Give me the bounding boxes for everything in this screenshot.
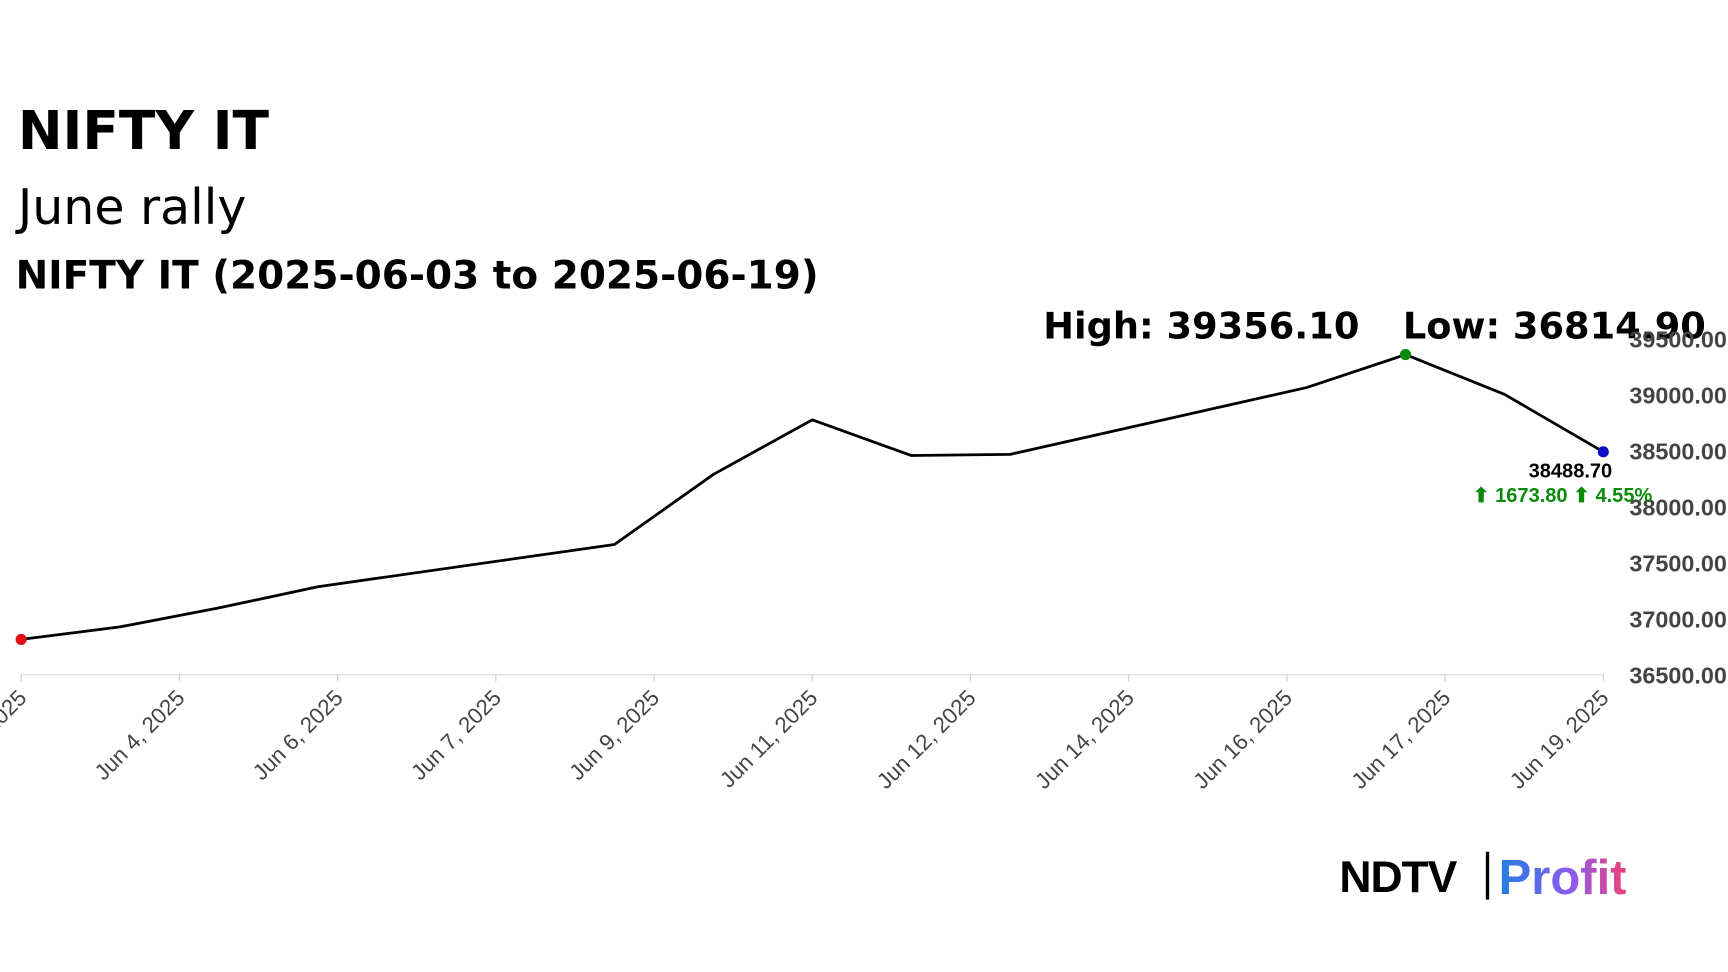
last-value-label: 38488.70 (1529, 461, 1613, 483)
y-tick-label: 36500.00 (1629, 663, 1727, 689)
y-tick-label: 37500.00 (1629, 551, 1727, 577)
high-annotation: High: 39356.10 (1043, 304, 1359, 347)
x-tick-label: Jun 7, 2025 (406, 685, 506, 785)
change-label: ⬆ 1673.80 ⬆ 4.55% (1473, 485, 1653, 507)
x-tick-label: Jun 16, 2025 (1188, 685, 1297, 794)
plot: 36500.00 37000.00 37500.00 38000.00 38500.00… (0, 326, 1727, 793)
y-tick-label: 39000.00 (1629, 382, 1727, 408)
line (20, 353, 1604, 641)
title: NIFTY IT (18, 99, 270, 162)
low-annotation: Low: 36814.90 (1403, 304, 1706, 347)
x-tick-label: Jun 3, 2025 (0, 685, 31, 785)
x-tick-label: Jun 4, 2025 (90, 685, 190, 785)
x-tick-label: Jun 9, 2025 (564, 685, 664, 785)
first-marker (15, 633, 27, 645)
x-tick-label: Jun 6, 2025 (248, 685, 348, 785)
chart-title: NIFTY IT (2025-06-03 to 2025-06-19) (16, 253, 819, 298)
x-tick-label: Jun 19, 2025 (1505, 685, 1614, 794)
y-tick-label: 37000.00 (1629, 607, 1727, 633)
x-tick-label: Jun 14, 2025 (1030, 685, 1139, 794)
x-tick-label: Jun 12, 2025 (872, 685, 981, 794)
subtitle: June rally (15, 179, 247, 236)
last-marker (1597, 446, 1609, 458)
y-tick-label: 38000.00 (1629, 495, 1727, 521)
x-tick-label: Jun 11, 2025 (715, 685, 822, 792)
y-tick-label: 38500.00 (1629, 438, 1727, 464)
high-marker (1399, 349, 1412, 361)
logo-ndtv: NDTV (1339, 853, 1457, 902)
x-tick-label: Jun 17, 2025 (1347, 685, 1456, 794)
logo-profit: Profit (1499, 851, 1627, 905)
y-tick-label: 39500.00 (1629, 326, 1727, 352)
